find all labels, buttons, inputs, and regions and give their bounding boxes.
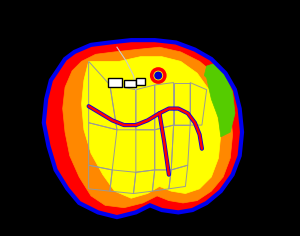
Polygon shape <box>136 78 145 85</box>
Polygon shape <box>124 80 136 87</box>
Polygon shape <box>82 57 221 198</box>
Circle shape <box>155 72 162 79</box>
Polygon shape <box>204 64 235 137</box>
Polygon shape <box>107 78 122 87</box>
Polygon shape <box>44 40 242 217</box>
Polygon shape <box>63 47 232 208</box>
